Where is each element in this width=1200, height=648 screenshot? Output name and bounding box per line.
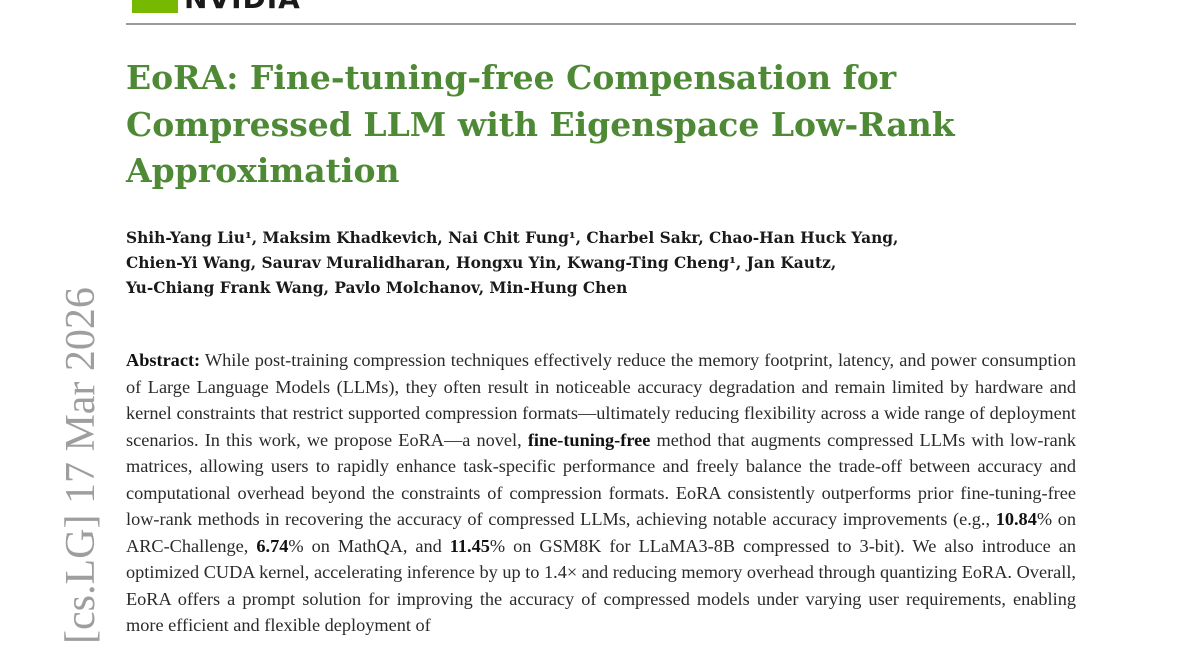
abstract-text: % on MathQA, and (288, 535, 450, 556)
paper-title: EoRA: Fine-tuning-free Compensation for … (126, 58, 955, 190)
nvidia-logo: NVIDIA (132, 0, 301, 14)
abstract-number: 6.74 (256, 535, 289, 556)
author-line: Chien-Yi Wang, Saurav Muralidharan, Hong… (126, 254, 837, 272)
logo-wordmark: NVIDIA (184, 0, 301, 13)
arxiv-side-label: [cs.LG] 17 Mar 2026 (58, 287, 104, 644)
author-line: Yu-Chiang Frank Wang, Pavlo Molchanov, M… (126, 279, 628, 297)
abstract-text: method that augments compressed LLMs wit… (126, 429, 1076, 530)
abstract-text: % on ARC-Challenge, (126, 509, 1076, 556)
abstract-emphasis: fine-tuning-free (527, 429, 651, 450)
abstract-text: While post-training compression techniqu… (126, 350, 1076, 450)
abstract-number: 10.84 (995, 509, 1037, 529)
author-list: Shih-Yang Liu¹, Maksim Khadkevich, Nai C… (126, 226, 1076, 301)
nvidia-eye-icon (132, 0, 178, 13)
abstract-label: Abstract: (126, 350, 201, 370)
abstract: Abstract: While post-training compressio… (126, 347, 1076, 639)
abstract-text: % on GSM8K for LLaMA3-8B compressed to 3… (126, 535, 1076, 636)
author-line: Shih-Yang Liu¹, Maksim Khadkevich, Nai C… (126, 229, 899, 247)
abstract-number: 11.45 (449, 535, 490, 556)
header-rule (126, 23, 1076, 25)
